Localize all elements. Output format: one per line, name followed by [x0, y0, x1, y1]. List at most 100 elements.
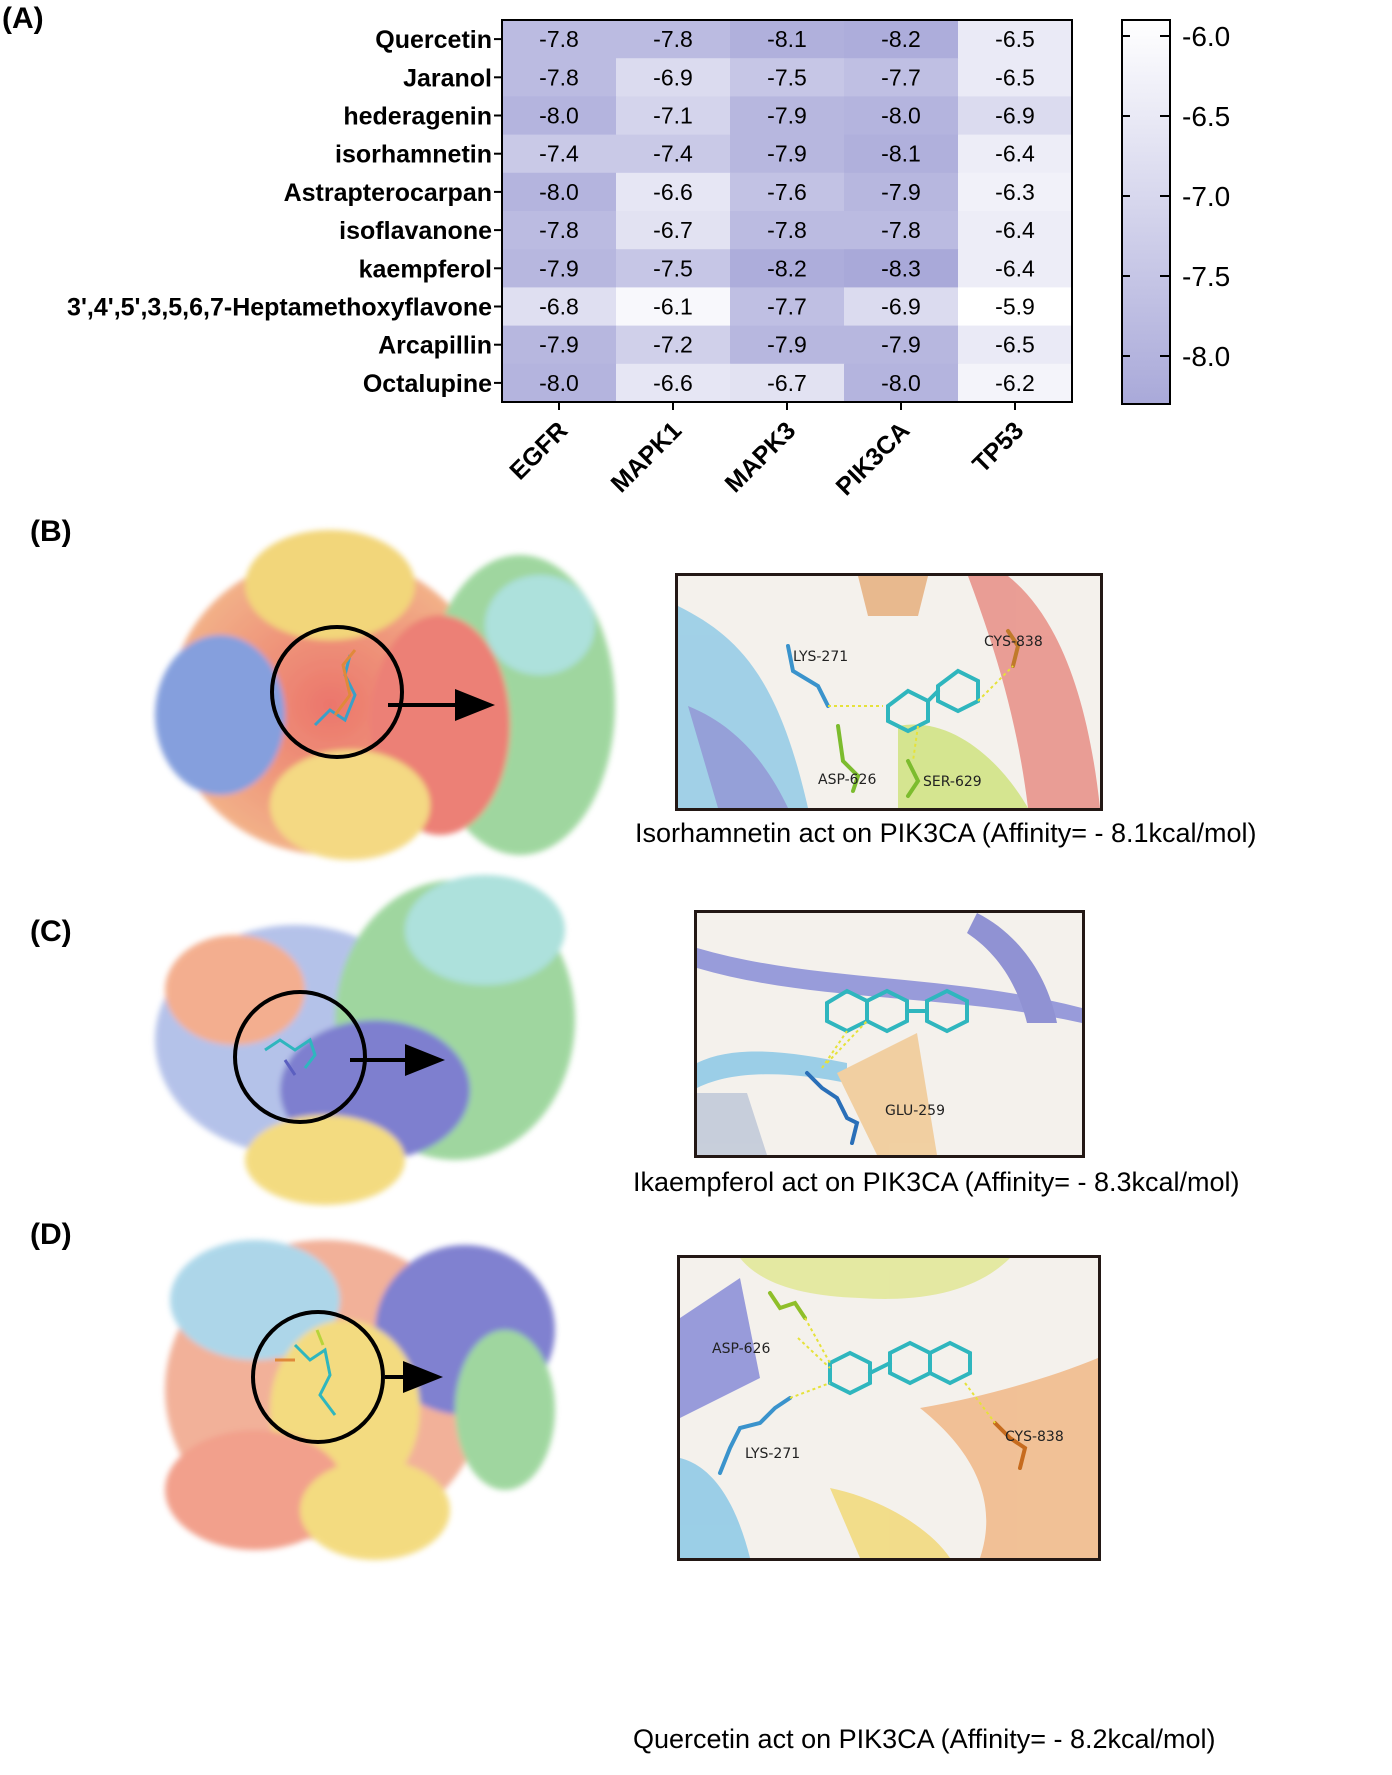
- heatmap-cell-label: -7.7: [767, 294, 807, 320]
- heatmap-cell: [844, 20, 959, 59]
- heatmap-cell-label: -6.6: [653, 370, 693, 396]
- column-label: PIK3CA: [831, 416, 916, 500]
- heatmap-cell: [844, 96, 959, 136]
- heatmap-cell-label: -7.9: [767, 332, 807, 358]
- heatmap-cell-label: -7.9: [539, 255, 579, 281]
- heatmap-cell: [616, 172, 731, 212]
- row-label: isoflavanone: [339, 217, 492, 245]
- heatmap-cell: [502, 211, 617, 250]
- colorbar-tick-label: -6.5: [1182, 101, 1230, 132]
- heatmap-cell-label: -7.8: [653, 26, 693, 52]
- heatmap-cell: [616, 20, 731, 59]
- heatmap-cell-label: -7.4: [539, 141, 579, 167]
- residue-label: LYS-271: [793, 649, 848, 665]
- heatmap-cell: [958, 58, 1073, 97]
- heatmap-cell: [958, 325, 1073, 365]
- residue-label: CYS-838: [1005, 1429, 1064, 1445]
- heatmap-cell: [958, 172, 1073, 212]
- colorbar: [1121, 19, 1171, 405]
- column-label: MAPK3: [720, 416, 802, 498]
- heatmap-cell-label: -7.8: [539, 217, 579, 243]
- residue-label: ASP-626: [818, 772, 876, 788]
- heatmap-cell: [958, 249, 1073, 288]
- heatmap-cell-label: -7.9: [881, 332, 921, 358]
- residue-label: GLU-259: [885, 1103, 945, 1119]
- heatmap-cell-label: -5.9: [995, 294, 1035, 320]
- heatmap-cell-label: -6.9: [995, 103, 1035, 129]
- row-label: hederagenin: [343, 103, 492, 131]
- heatmap-cell: [616, 325, 731, 365]
- heatmap-cell-label: -6.4: [995, 255, 1035, 281]
- heatmap-cell-label: -6.5: [995, 26, 1035, 52]
- heatmap-cell-label: -7.5: [653, 255, 693, 281]
- heatmap-cell: [730, 172, 845, 212]
- caption-d: Quercetin act on PIK3CA (Affinity= - 8.2…: [633, 1724, 1216, 1754]
- heatmap-cell-label: -6.5: [995, 332, 1035, 358]
- heatmap-cell-label: -8.0: [539, 103, 579, 129]
- heatmap-cell: [616, 58, 731, 97]
- heatmap-cell: [502, 249, 617, 288]
- heatmap-cell: [616, 211, 731, 250]
- row-label: isorhamnetin: [335, 141, 492, 169]
- row-label: Arcapillin: [378, 332, 492, 360]
- heatmap-cell-label: -6.7: [767, 370, 807, 396]
- heatmap-cell-label: -8.1: [767, 26, 807, 52]
- heatmap-cell: [616, 363, 731, 403]
- heatmap-cell-label: -8.0: [881, 103, 921, 129]
- heatmap-cell: [730, 96, 845, 136]
- protein-surface-c: [155, 875, 575, 1205]
- heatmap-cell: [616, 96, 731, 136]
- heatmap-cell: [844, 287, 959, 327]
- heatmap-cell: [616, 134, 731, 174]
- heatmap-cell-label: -6.2: [995, 370, 1035, 396]
- heatmap-cell-label: -6.1: [653, 294, 693, 320]
- heatmap-cell-label: -7.9: [881, 179, 921, 205]
- heatmap-cell: [844, 172, 959, 212]
- heatmap-cell-label: -7.9: [767, 141, 807, 167]
- panel-label-d: (D): [30, 1218, 72, 1251]
- row-label: Octalupine: [363, 370, 492, 398]
- heatmap-cell-label: -7.8: [881, 217, 921, 243]
- interaction-box-b: LYS-271 CYS-838 ASP-626 SER-629: [675, 573, 1103, 811]
- heatmap-cell: [502, 363, 617, 403]
- panel-label-b: (B): [30, 515, 72, 548]
- row-label: Quercetin: [375, 26, 492, 54]
- heatmap-cell: [730, 134, 845, 174]
- heatmap-cell-label: -7.1: [653, 103, 693, 129]
- interaction-box-c: GLU-259: [694, 910, 1085, 1158]
- row-label: Astrapterocarpan: [284, 179, 492, 207]
- heatmap-cell: [958, 134, 1073, 174]
- heatmap-cell: [958, 211, 1073, 250]
- column-label: MAPK1: [606, 416, 688, 498]
- residue-label: SER-629: [923, 774, 982, 790]
- heatmap-cell: [844, 363, 959, 403]
- heatmap-cell-label: -8.0: [881, 370, 921, 396]
- heatmap-cell: [730, 249, 845, 288]
- panel-label-a: (A): [2, 2, 44, 35]
- heatmap-cell-label: -6.6: [653, 179, 693, 205]
- heatmap-cell: [730, 58, 845, 97]
- heatmap-cell: [502, 134, 617, 174]
- heatmap-cell: [502, 96, 617, 136]
- protein-surface-d: [165, 1240, 555, 1560]
- heatmap-cell: [958, 287, 1073, 327]
- heatmap-cell-label: -7.5: [767, 64, 807, 90]
- heatmap-cell-label: -7.4: [653, 141, 693, 167]
- heatmap-cell-label: -6.9: [881, 294, 921, 320]
- heatmap-cell: [502, 325, 617, 365]
- heatmap-cell: [958, 96, 1073, 136]
- heatmap-cell: [730, 287, 845, 327]
- heatmap-cell: [958, 20, 1073, 59]
- colorbar-tick-label: -7.5: [1182, 261, 1230, 292]
- colorbar-tick-label: -7.0: [1182, 181, 1230, 212]
- heatmap-cell: [844, 211, 959, 250]
- protein-surface-b: [155, 530, 615, 860]
- heatmap-cell: [730, 20, 845, 59]
- heatmap-cell-label: -7.8: [767, 217, 807, 243]
- heatmap-cell-label: -7.8: [539, 26, 579, 52]
- heatmap-cell: [502, 287, 617, 327]
- colorbar-tick-label: -6.0: [1182, 21, 1230, 52]
- residue-label: ASP-626: [712, 1341, 770, 1357]
- interaction-box-d: ASP-626 LYS-271 CYS-838: [677, 1255, 1101, 1561]
- heatmap-cell-label: -7.9: [539, 332, 579, 358]
